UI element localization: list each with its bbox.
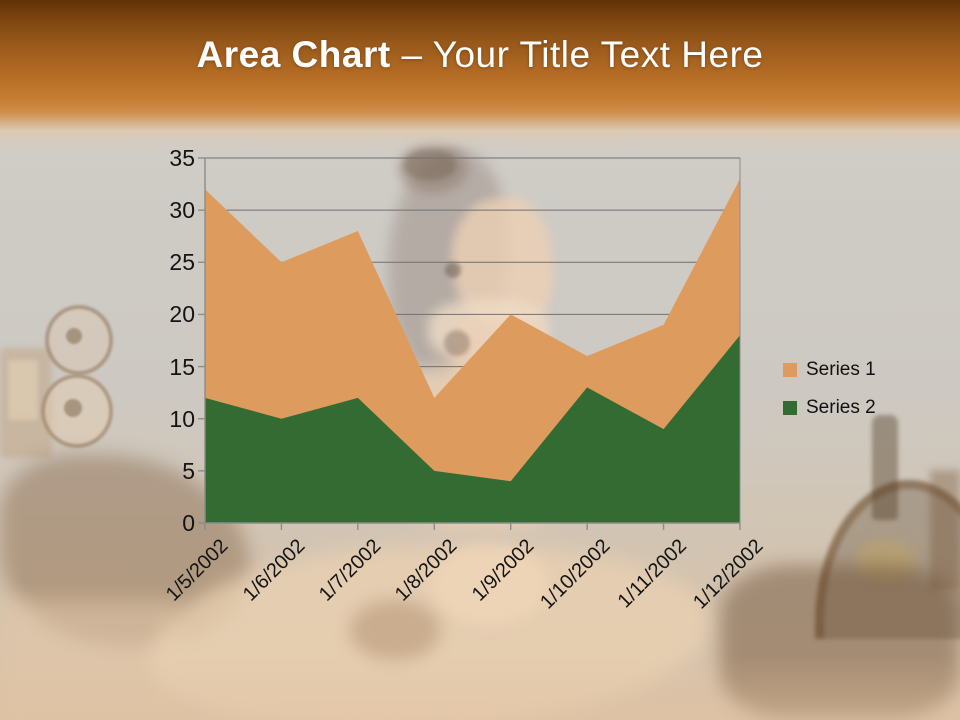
y-axis-label: 5 — [182, 457, 195, 484]
x-axis-label: 1/8/2002 — [391, 535, 462, 606]
x-axis-label: 1/7/2002 — [314, 535, 386, 606]
title-bar: Area Chart – Your Title Text Here — [0, 0, 960, 152]
x-axis-label: 1/5/2002 — [161, 535, 233, 606]
chart-legend: Series 1 Series 2 — [783, 351, 876, 427]
y-axis-label: 20 — [169, 301, 195, 328]
photo-projector-panel — [8, 360, 38, 420]
plot-area — [198, 157, 741, 530]
legend-swatch-icon — [783, 363, 797, 377]
photo-goggles — [404, 150, 456, 180]
y-axis-label: 30 — [169, 197, 195, 224]
area-series-2 — [205, 335, 740, 523]
x-axis-label: 1/12/2002 — [689, 535, 768, 614]
x-axis-label: 1/9/2002 — [467, 535, 539, 606]
y-axis-label: 15 — [169, 353, 195, 380]
x-axis-label: 1/10/2002 — [536, 535, 615, 614]
title-rest: – Your Title Text Here — [401, 34, 764, 75]
photo-film-reel-top-hub — [66, 328, 82, 344]
legend-label: Series 1 — [806, 359, 876, 380]
photo-jacket-button — [444, 330, 470, 356]
photo-bottle — [872, 415, 898, 520]
x-axis-label: 1/11/2002 — [613, 535, 692, 613]
photo-machine-glow — [855, 540, 915, 580]
y-axis-label: 25 — [169, 249, 195, 276]
photo-film-reel-bottom-hub — [64, 399, 82, 417]
photo-bottom-haze — [0, 655, 960, 720]
x-axis-label: 1/6/2002 — [238, 535, 309, 606]
y-axis-label: 10 — [169, 405, 195, 432]
page-title: Area Chart – Your Title Text Here — [0, 32, 960, 78]
legend-label: Series 2 — [806, 397, 876, 418]
photo-figure-knee — [430, 545, 550, 625]
plot-area-svg — [198, 157, 741, 530]
photo-machinery-right-mid — [930, 470, 960, 590]
y-axis-label: 0 — [182, 510, 195, 536]
photo-figure-shadow — [350, 600, 440, 660]
title-accent: Area Chart — [196, 34, 391, 75]
legend-item-series-2: Series 2 — [783, 389, 876, 427]
legend-swatch-icon — [783, 401, 797, 415]
legend-item-series-1: Series 1 — [783, 351, 876, 389]
photo-ear-plug — [445, 262, 461, 278]
